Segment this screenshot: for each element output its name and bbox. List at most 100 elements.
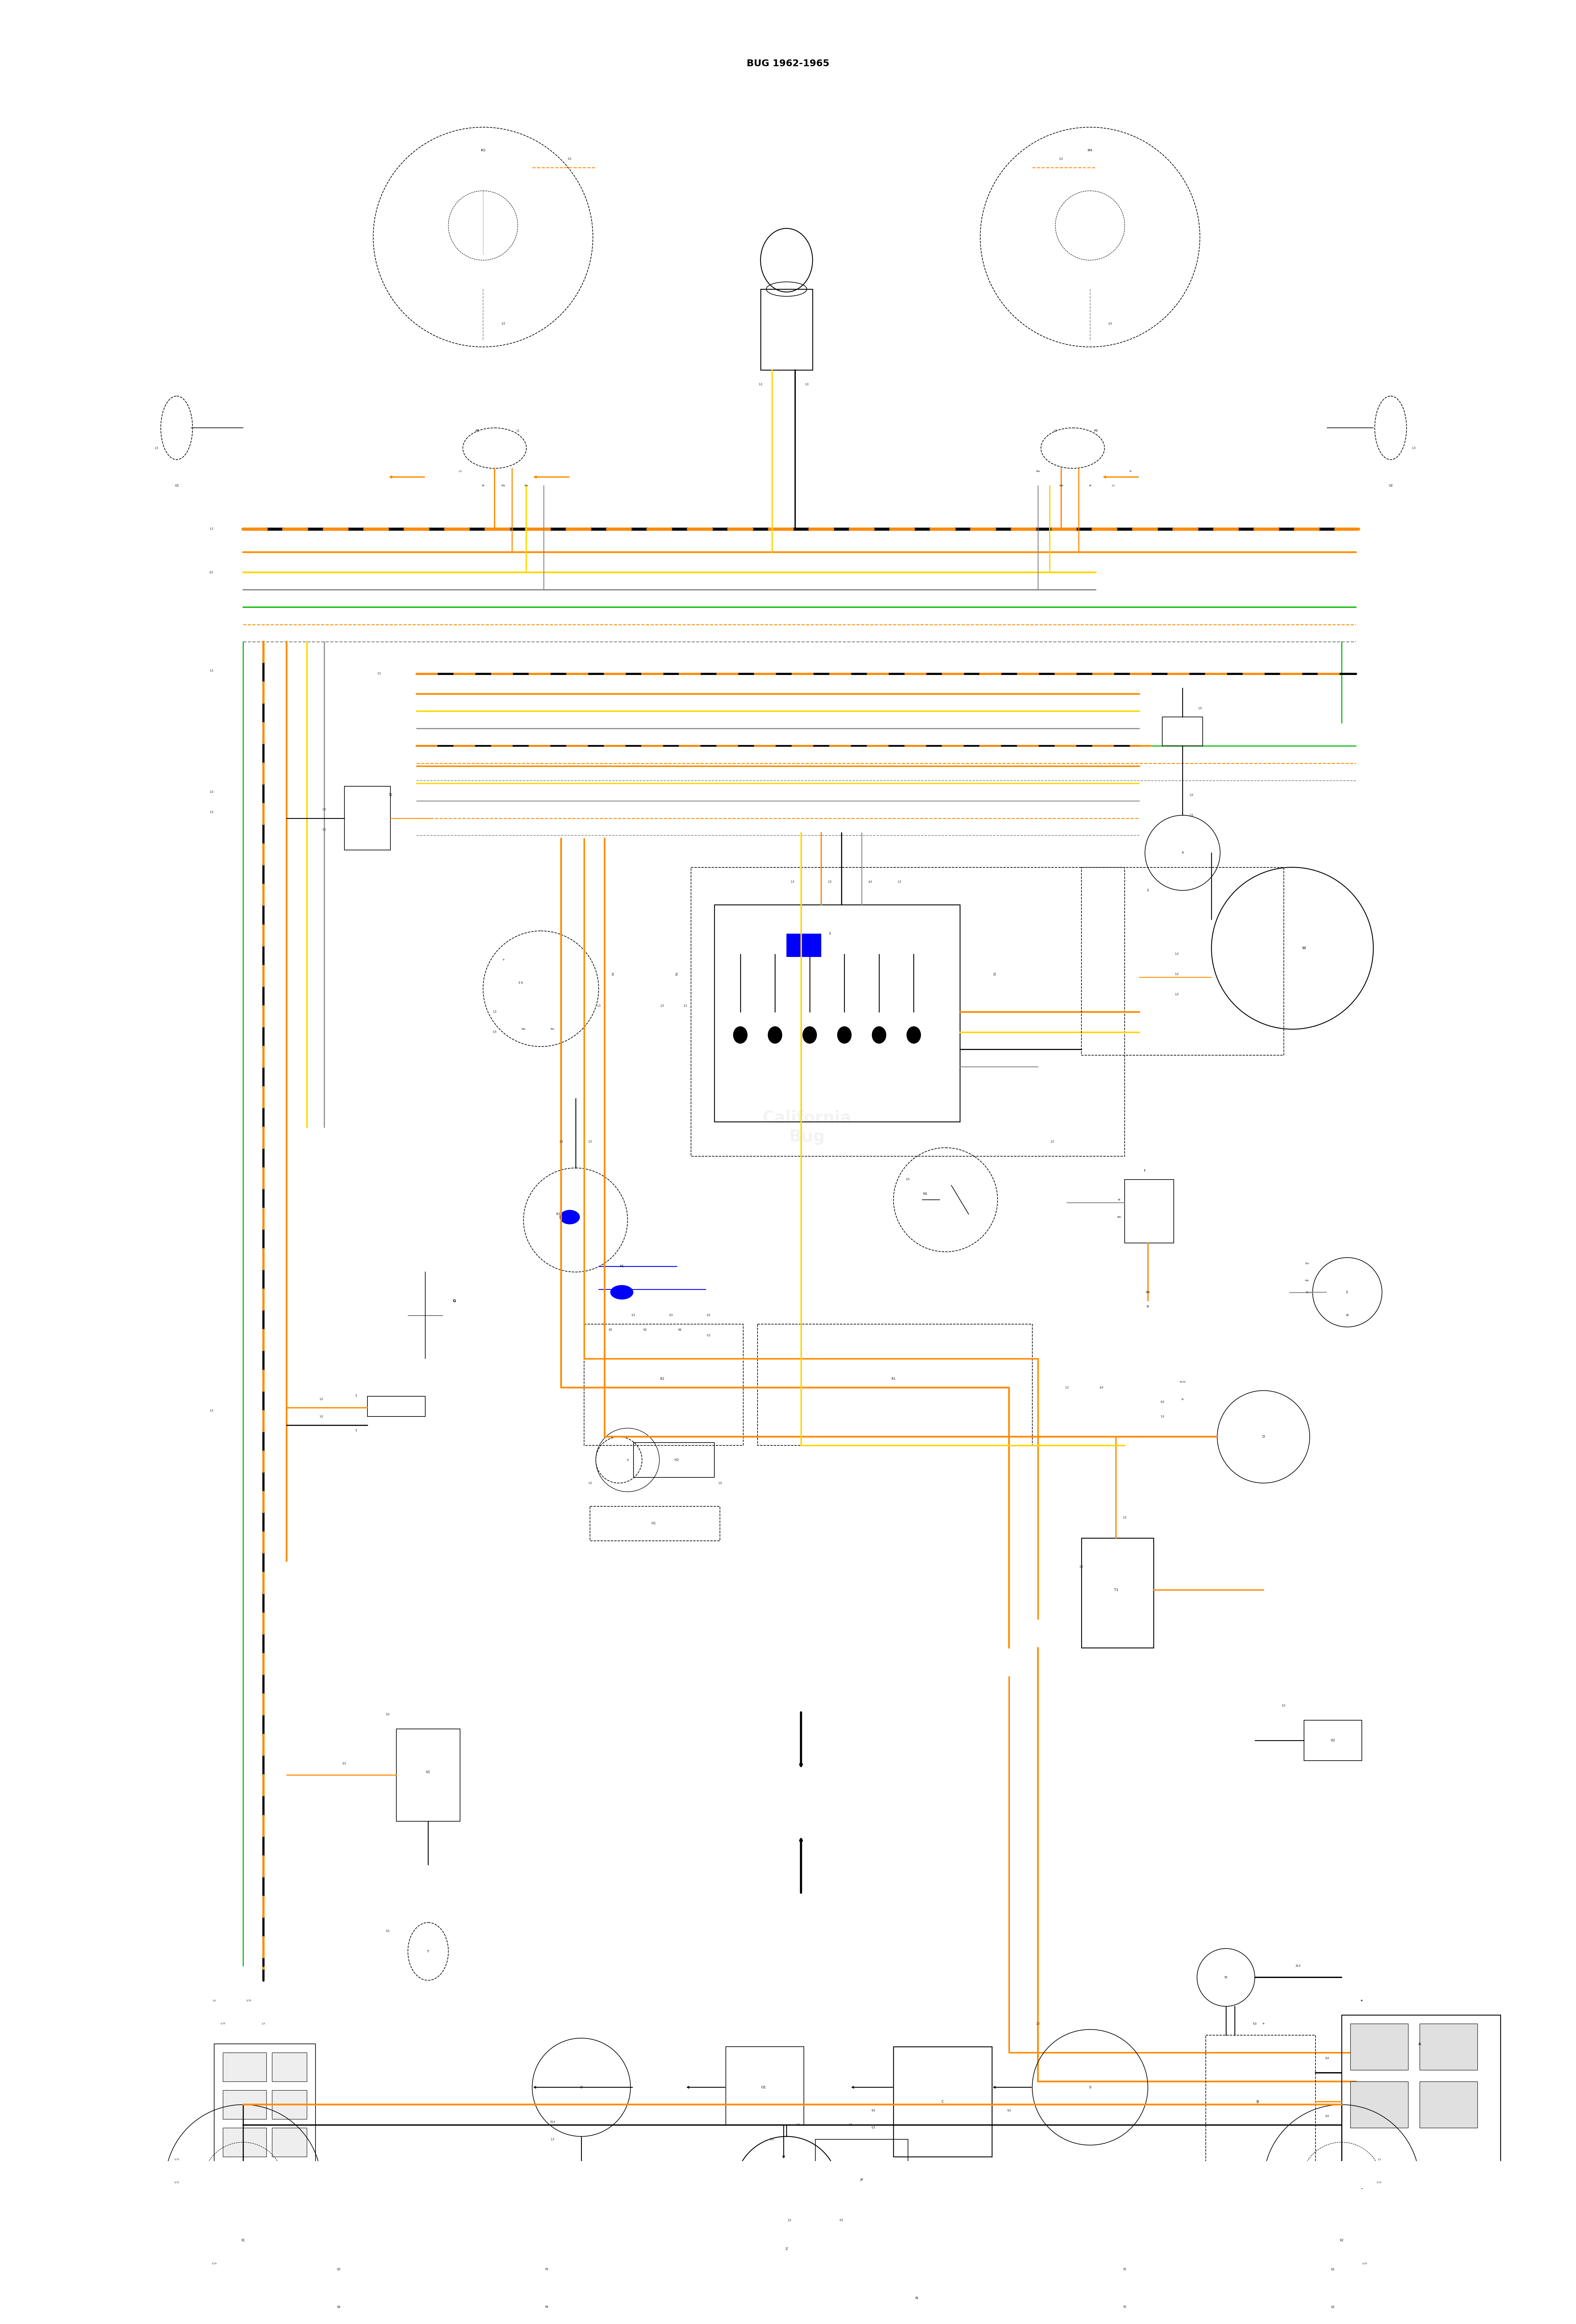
Text: H2: H2: [675, 1459, 679, 1462]
Text: 0,5: 0,5: [906, 1178, 909, 1181]
Text: 2,5: 2,5: [1122, 1515, 1127, 1520]
Bar: [519, 2291, 599, 2322]
Bar: [1206, 2036, 1316, 2173]
Text: 6,0: 6,0: [1160, 1401, 1165, 1404]
Text: 0,5: 0,5: [1108, 323, 1113, 325]
Text: S: S: [1147, 888, 1149, 892]
Text: V1: V1: [426, 1771, 430, 1773]
Text: +: +: [1360, 1999, 1363, 2001]
Text: R2: R2: [660, 1378, 665, 1380]
Bar: [1303, 1720, 1362, 1762]
Text: 1,0: 1,0: [1160, 1415, 1165, 1418]
Text: O1: O1: [761, 2085, 766, 2089]
Text: 0,5: 0,5: [501, 323, 506, 325]
Bar: [273, 2166, 307, 2194]
Text: Z: Z: [785, 2247, 788, 2250]
Text: 1,0: 1,0: [788, 2219, 791, 2222]
Text: 6,0: 6,0: [1253, 2022, 1256, 2024]
Bar: [1341, 2015, 1500, 2182]
Text: 1,5: 1,5: [154, 446, 158, 449]
Text: 15,0: 15,0: [550, 2119, 555, 2124]
Text: P3: P3: [545, 2268, 548, 2271]
Bar: [589, 1506, 720, 1541]
Text: 4,0: 4,0: [868, 881, 872, 883]
Text: 1,5: 1,5: [848, 2124, 853, 2126]
Text: P4: P4: [545, 2305, 548, 2308]
Bar: [634, 1443, 714, 1478]
Text: K3: K3: [643, 1329, 646, 1332]
Bar: [786, 934, 821, 957]
Text: T: T: [355, 1394, 356, 1399]
Text: +: +: [503, 957, 504, 962]
Text: 1,5: 1,5: [210, 528, 213, 530]
Text: Q1: Q1: [1332, 2268, 1335, 2271]
Text: K4: K4: [678, 1329, 681, 1332]
Text: 6,0: 6,0: [1325, 2057, 1329, 2059]
Text: 1,0: 1,0: [1190, 813, 1193, 816]
Text: 2,5: 2,5: [588, 1141, 593, 1143]
Text: 1,5: 1,5: [1412, 446, 1415, 449]
Text: L1: L1: [517, 430, 519, 432]
Text: 1,0: 1,0: [1174, 992, 1179, 997]
Text: 1,0: 1,0: [719, 1483, 722, 1485]
Text: ②: ②: [626, 1459, 629, 1462]
Text: U1: U1: [175, 483, 178, 488]
Text: 1,5: 1,5: [210, 669, 213, 672]
Text: 1,0: 1,0: [210, 811, 213, 813]
Text: C: C: [941, 2101, 944, 2103]
Circle shape: [890, 2273, 942, 2324]
Bar: [273, 2089, 307, 2119]
Text: X2: X2: [1340, 2238, 1343, 2243]
Text: 1,0: 1,0: [493, 1011, 496, 1013]
Text: 1,5: 1,5: [597, 1004, 600, 1009]
Text: D: D: [1262, 1436, 1266, 1439]
Bar: [1095, 2254, 1177, 2284]
Text: 2,5: 2,5: [1080, 1566, 1083, 1569]
Text: N: N: [916, 2296, 917, 2301]
Text: 0,5: 0,5: [632, 1313, 635, 1318]
Bar: [1163, 718, 1202, 746]
Text: J3: J3: [993, 974, 996, 976]
Text: 0,5: 0,5: [386, 1713, 389, 1715]
Text: J2: J2: [675, 974, 678, 976]
Ellipse shape: [837, 1027, 851, 1043]
Text: X1: X1: [241, 2238, 246, 2243]
Text: BUG 1962-1965: BUG 1962-1965: [747, 58, 829, 67]
Text: S4b: S4b: [1146, 1290, 1150, 1294]
Bar: [1095, 2291, 1177, 2322]
Text: U2: U2: [1388, 483, 1393, 488]
Ellipse shape: [768, 1027, 782, 1043]
Text: -: -: [1362, 2187, 1363, 2192]
Text: 50: 50: [1225, 1975, 1228, 1978]
Text: 0,5: 0,5: [840, 2219, 843, 2222]
Bar: [1125, 1181, 1174, 1243]
Text: 0,5: 0,5: [567, 158, 572, 160]
Bar: [1420, 2024, 1477, 2071]
Text: 0,5: 0,5: [706, 1313, 711, 1318]
Text: 1,5: 1,5: [897, 881, 901, 883]
Bar: [273, 2052, 307, 2082]
Text: 2,5: 2,5: [559, 1141, 563, 1143]
Text: 1,0: 1,0: [320, 1415, 323, 1418]
Text: P2: P2: [1124, 2305, 1127, 2308]
Text: 0,5: 0,5: [210, 572, 213, 574]
Bar: [1081, 867, 1284, 1055]
Text: Q3: Q3: [337, 2268, 340, 2271]
Bar: [1420, 2082, 1477, 2129]
Text: 0,5: 0,5: [386, 1929, 389, 1934]
Bar: [222, 2052, 266, 2082]
Text: 0,5: 0,5: [670, 1313, 673, 1318]
Text: E: E: [1346, 1290, 1347, 1294]
Text: M1: M1: [476, 430, 479, 432]
Text: 1,0: 1,0: [1174, 974, 1179, 976]
Text: M2: M2: [1094, 430, 1098, 432]
Text: T1: T1: [1114, 1590, 1119, 1592]
Text: T: T: [355, 1429, 356, 1432]
Text: H1: H1: [651, 1522, 656, 1525]
Text: 1,5: 1,5: [1065, 1387, 1069, 1390]
Bar: [761, 288, 813, 370]
Text: 0,5: 0,5: [771, 2138, 774, 2140]
Bar: [585, 1325, 744, 1446]
Text: 1,0: 1,0: [1190, 792, 1193, 797]
Bar: [309, 2254, 391, 2284]
